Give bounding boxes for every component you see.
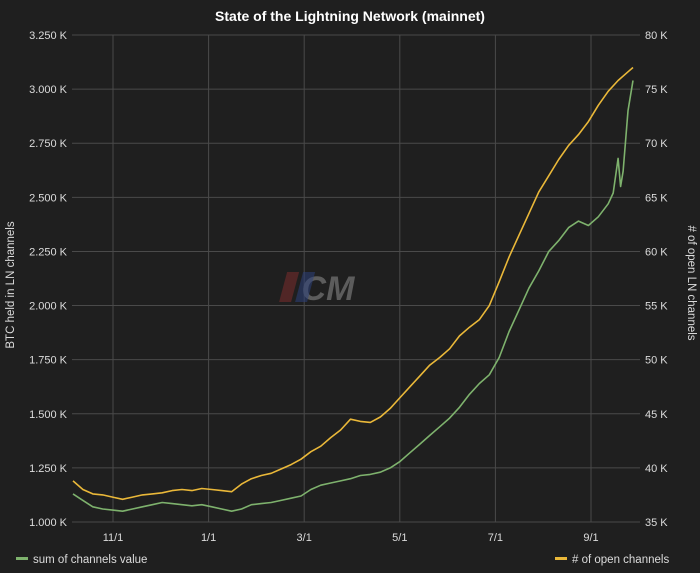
left-axis-ticks: 1.000 K 1.250 K 1.500 K 1.750 K 2.000 K 2.250… [29,30,68,529]
left-tick-label: 2.000 K [29,301,68,313]
left-tick-label: 1.500 K [29,409,68,421]
legend-swatch-open-channels [555,557,567,560]
x-tick-label: 11/1 [103,532,124,544]
right-tick-label: 80 K [645,30,668,42]
x-axis-ticks: 11/1 1/1 3/1 5/1 7/1 9/1 [103,532,599,544]
x-tick-label: 7/1 [488,532,503,544]
legend-label-sum-of-channels-value: sum of channels value [33,554,147,566]
legend-item-open-channels[interactable]: # of open channels [555,554,669,566]
right-tick-label: 45 K [645,409,668,421]
left-tick-label: 1.000 K [29,517,68,529]
right-tick-label: 50 K [645,355,668,367]
left-tick-label: 1.750 K [29,355,68,367]
right-tick-label: 35 K [645,517,668,529]
right-tick-label: 55 K [645,301,668,313]
y-gridlines [72,34,640,523]
left-tick-label: 2.250 K [29,246,68,258]
left-axis-label: BTC held in LN channels [5,221,17,348]
legend-item-sum-of-channels-value[interactable]: sum of channels value [16,554,147,566]
left-tick-label: 3.000 K [29,84,68,96]
watermark-red-mark [279,272,300,302]
right-tick-label: 65 K [645,192,668,204]
series-line-sum-of-channels-value [72,80,634,513]
x-tick-label: 5/1 [392,532,407,544]
legend-label-open-channels: # of open channels [572,554,669,566]
legend: sum of channels value # of open channels [16,554,669,566]
chart-title: State of the Lightning Network (mainnet) [215,8,485,24]
right-tick-label: 70 K [645,138,668,150]
right-tick-label: 60 K [645,246,668,258]
right-tick-label: 75 K [645,84,668,96]
legend-swatch-sum-of-channels-value [16,557,28,560]
x-tick-label: 1/1 [201,532,216,544]
left-tick-label: 3.250 K [29,30,68,42]
x-tick-label: 9/1 [583,532,598,544]
left-tick-label: 2.500 K [29,192,68,204]
watermark-blue-mark [295,272,316,302]
series-lines [72,66,634,513]
left-tick-label: 1.250 K [29,463,68,475]
right-axis-label: # of open LN channels [685,225,697,340]
right-axis-ticks: 35 K 40 K 45 K 50 K 55 K 60 K 65 K 70 K 75 K 80 K [645,30,668,529]
x-tick-label: 3/1 [297,532,312,544]
left-tick-label: 2.750 K [29,138,68,150]
series-line-open-channels [72,66,634,501]
right-tick-label: 40 K [645,463,668,475]
